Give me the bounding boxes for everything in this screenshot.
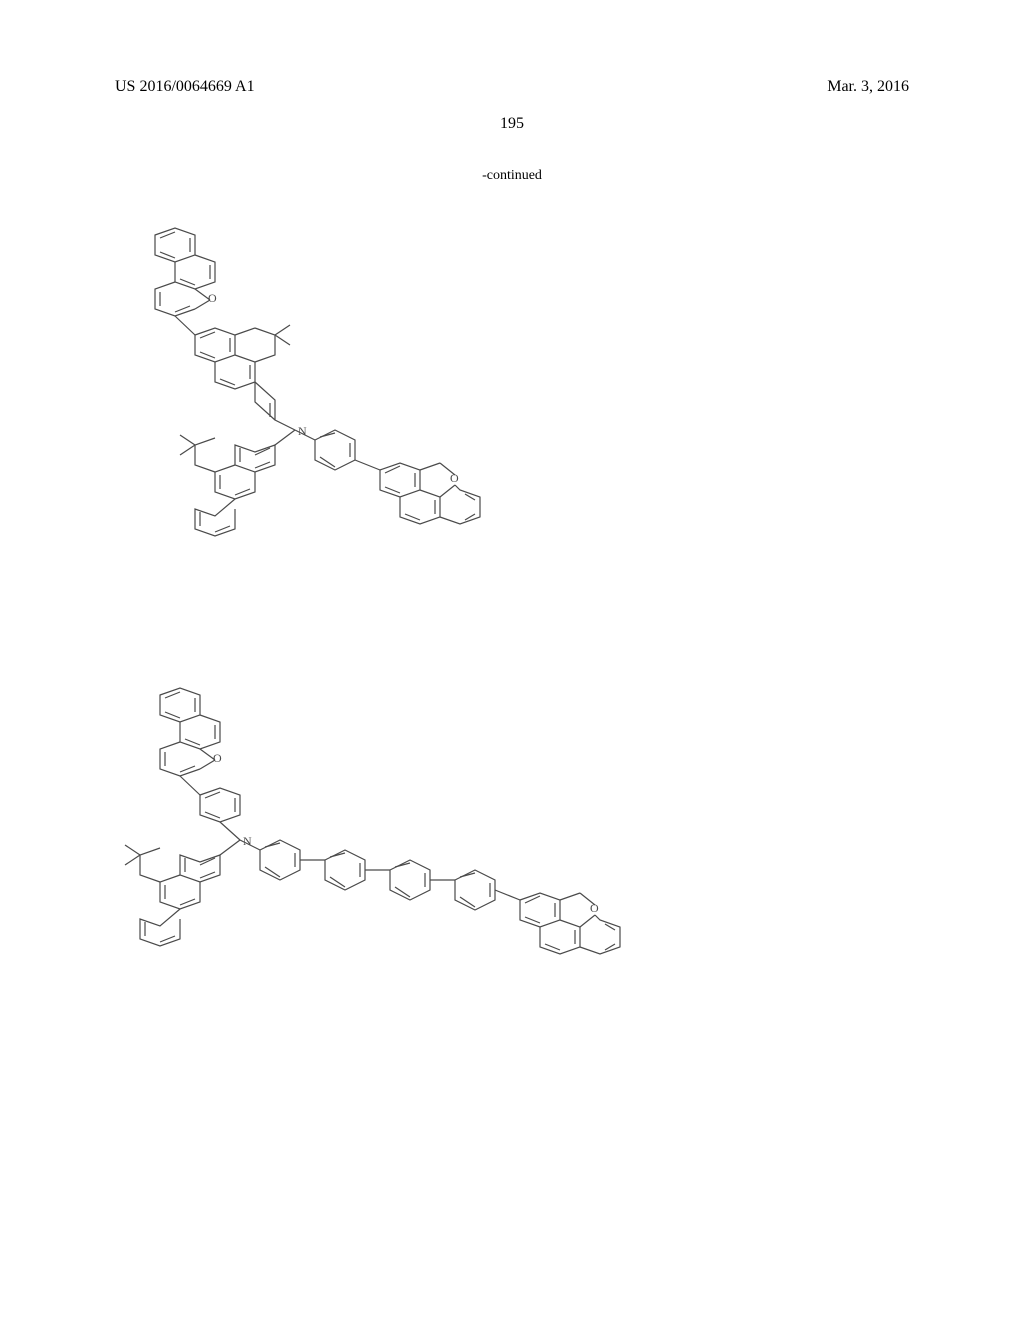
publication-date: Mar. 3, 2016 xyxy=(827,78,909,96)
oxygen-atom-2: O xyxy=(450,471,459,485)
nitrogen-atom: N xyxy=(298,424,307,438)
oxygen-atom-1: O xyxy=(213,751,222,765)
oxygen-atom-1: O xyxy=(208,291,217,305)
nitrogen-atom: N xyxy=(243,834,252,848)
molecule-structure-1: O O N xyxy=(100,220,600,660)
publication-number: US 2016/0064669 A1 xyxy=(115,78,255,95)
oxygen-atom-2: O xyxy=(590,901,599,915)
continued-label: -continued xyxy=(0,168,1024,184)
molecule-structure-2: O O N xyxy=(100,680,740,1060)
page-number: 195 xyxy=(0,115,1024,133)
